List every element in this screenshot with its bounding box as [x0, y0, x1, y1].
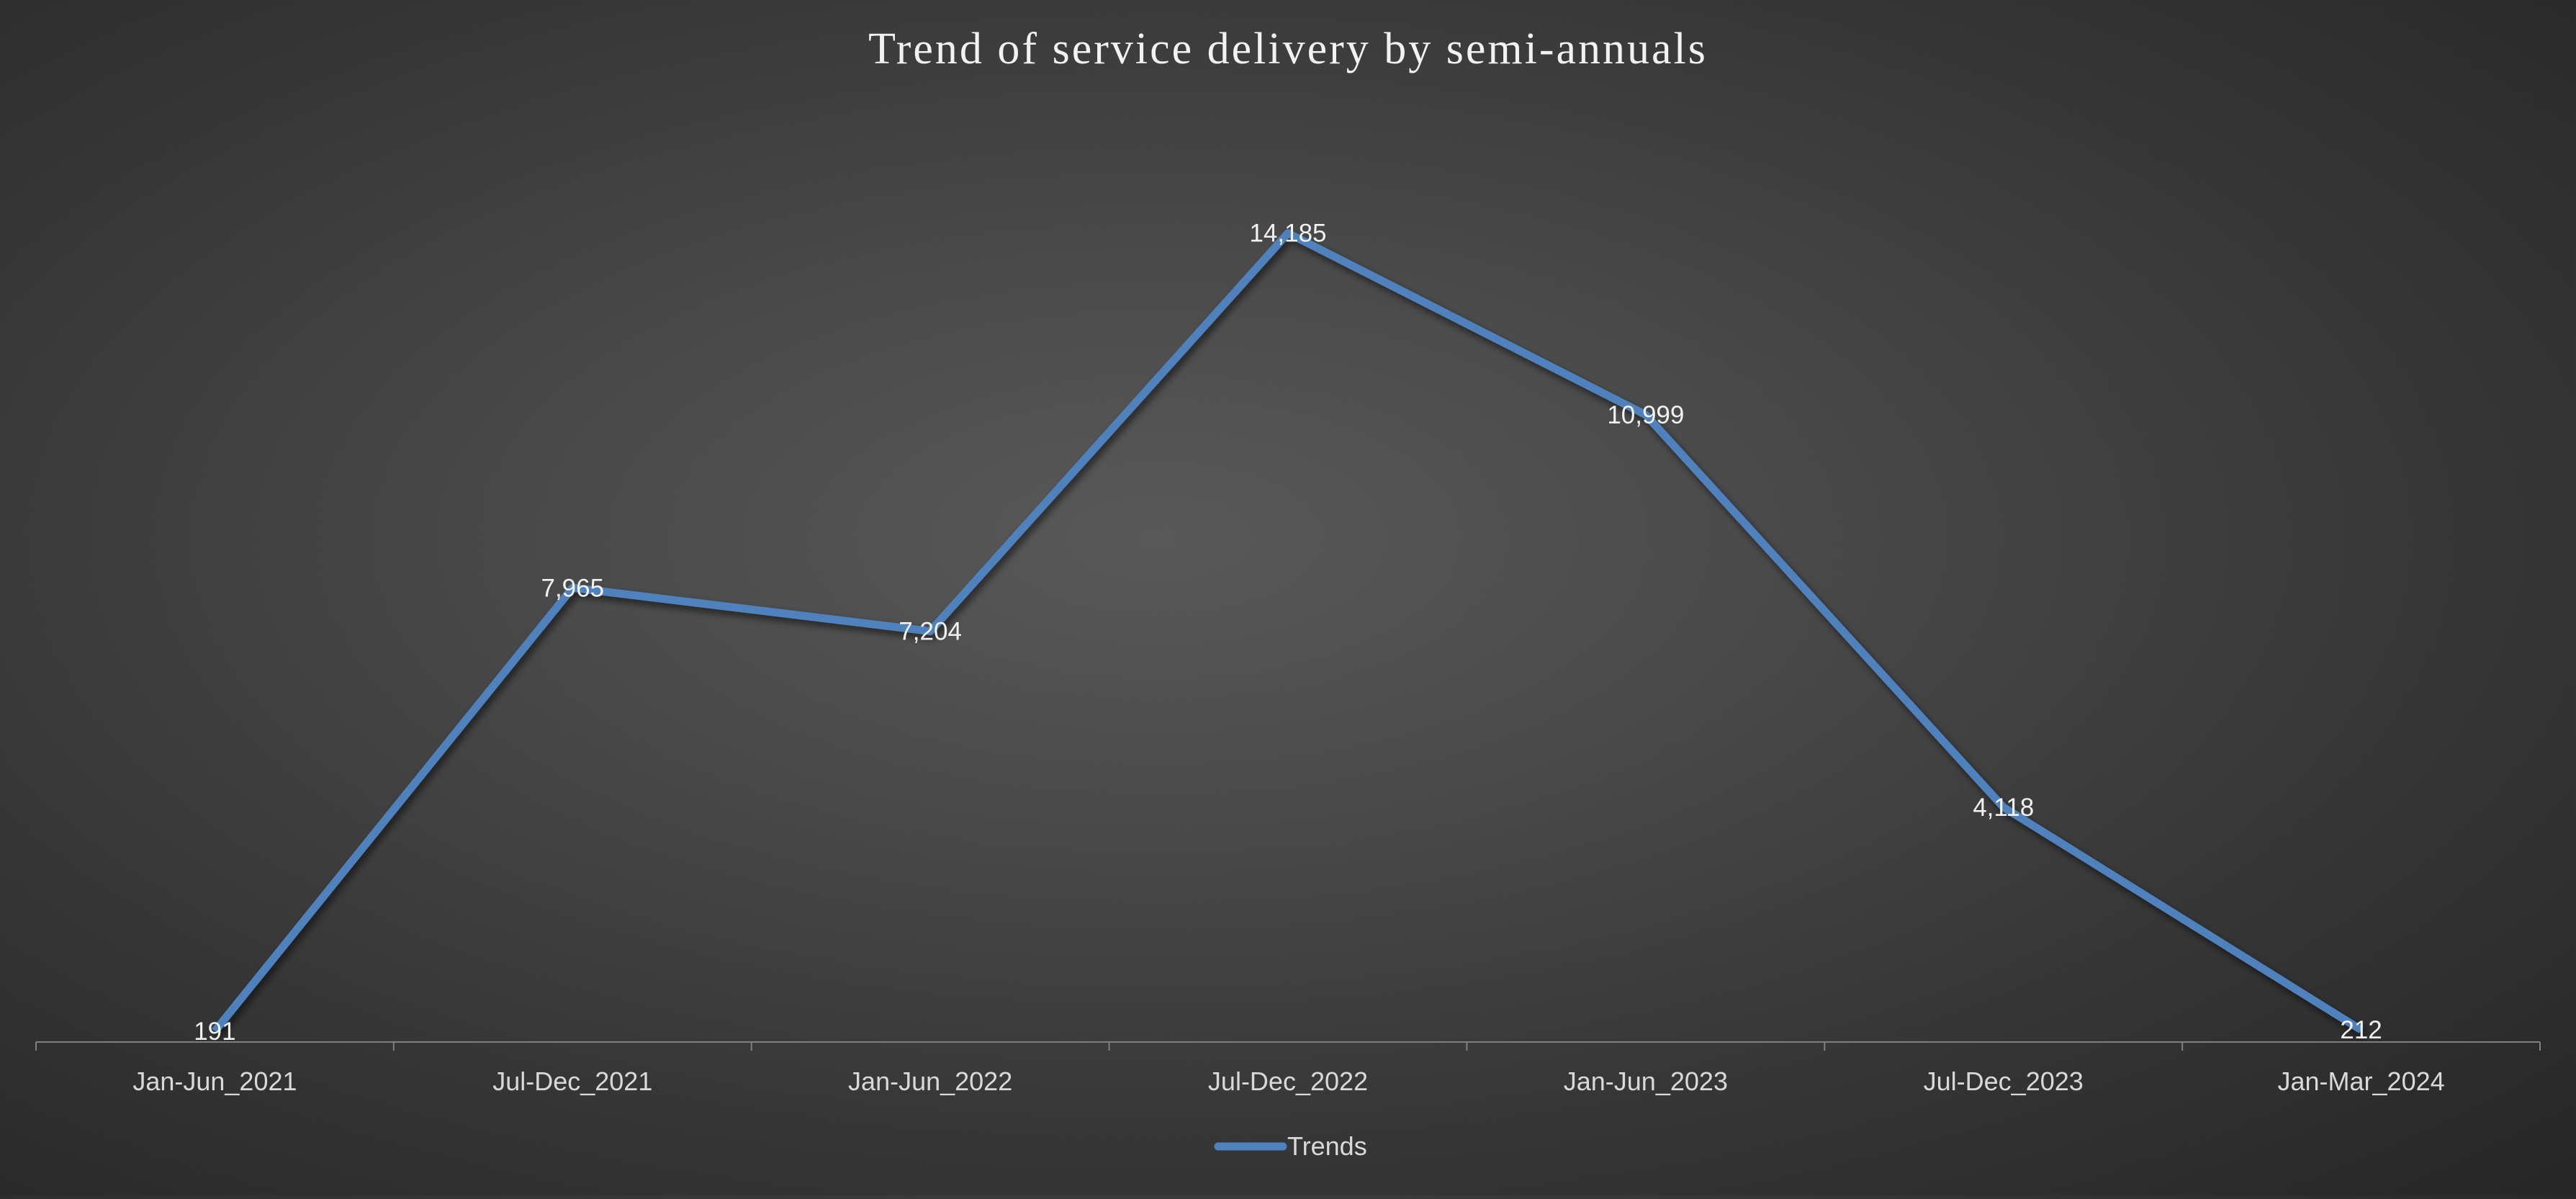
data-labels: 191 7,965 7,204 14,185 10,999 4,118 212 [194, 220, 2382, 1046]
x-tick-label: Jan-Jun_2021 [132, 1066, 297, 1096]
x-tick-label: Jan-Mar_2024 [2278, 1066, 2445, 1096]
data-label: 4,118 [1973, 794, 2034, 822]
legend-label-trends: Trends [1287, 1131, 1367, 1161]
data-label: 10,999 [1607, 401, 1684, 429]
x-tick-label: Jan-Jun_2022 [848, 1066, 1012, 1096]
x-axis: Jan-Jun_2021 Jul-Dec_2021 Jan-Jun_2022 Jul-… [36, 1042, 2540, 1096]
data-label: 191 [194, 1018, 235, 1046]
x-tick-label: Jul-Dec_2023 [1924, 1066, 2084, 1096]
x-tick-label: Jan-Jun_2023 [1564, 1066, 1728, 1096]
data-label: 14,185 [1249, 220, 1326, 248]
data-label: 7,204 [899, 618, 962, 646]
legend: Trends [1218, 1131, 1367, 1161]
chart-title: Trend of service delivery by semi-annual… [868, 24, 1708, 73]
x-tick-label: Jul-Dec_2022 [1208, 1066, 1368, 1096]
x-tick-label: Jul-Dec_2021 [492, 1066, 652, 1096]
series-trends [215, 233, 2361, 1031]
series-line-trends [215, 233, 2361, 1031]
data-label: 7,965 [541, 574, 604, 602]
data-label: 212 [2340, 1016, 2382, 1044]
